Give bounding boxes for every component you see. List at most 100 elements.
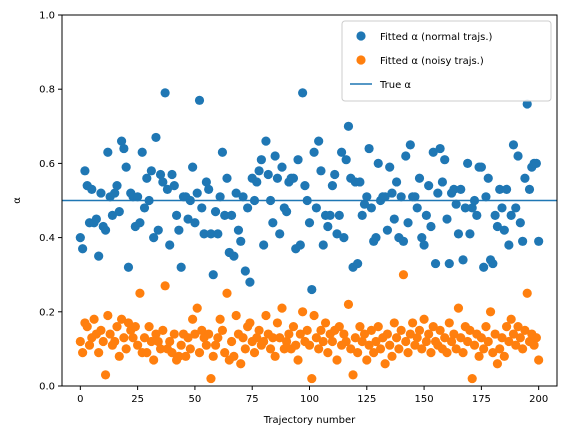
data-point — [357, 336, 367, 347]
data-point — [80, 166, 90, 176]
data-point — [430, 258, 441, 269]
data-point — [339, 233, 349, 243]
data-point — [488, 258, 498, 269]
data-point — [373, 322, 383, 332]
x-tick-label: 25 — [131, 394, 144, 405]
data-point — [238, 192, 248, 202]
x-tick-label: 50 — [189, 394, 202, 405]
data-point — [293, 355, 303, 365]
data-point — [112, 322, 122, 332]
data-point — [240, 344, 250, 354]
data-point — [236, 236, 246, 246]
data-point — [444, 318, 454, 328]
data-point — [467, 373, 477, 384]
data-point — [380, 192, 390, 202]
data-point — [160, 88, 170, 98]
data-point — [204, 184, 214, 194]
data-point — [474, 351, 484, 361]
data-point — [116, 136, 127, 146]
data-point — [167, 169, 177, 180]
data-point — [495, 184, 505, 194]
data-point — [135, 218, 145, 228]
data-point — [226, 210, 237, 220]
data-point — [440, 333, 450, 343]
data-point — [121, 344, 131, 354]
data-point — [185, 344, 195, 354]
legend-marker-swatch — [356, 55, 366, 65]
data-point — [460, 203, 470, 213]
data-point — [394, 344, 404, 354]
x-tick-label: 100 — [300, 394, 319, 405]
x-tick-label: 75 — [246, 394, 259, 405]
data-point — [137, 147, 147, 157]
data-point — [238, 333, 248, 343]
y-tick-label: 0.6 — [39, 159, 55, 170]
data-point — [279, 344, 289, 354]
data-point — [291, 340, 301, 350]
data-point — [318, 240, 328, 250]
data-point — [534, 355, 544, 365]
data-point — [158, 177, 168, 187]
data-point — [259, 336, 269, 347]
data-point — [428, 147, 438, 157]
data-point — [231, 310, 241, 321]
data-point — [515, 333, 525, 343]
data-point — [382, 329, 393, 339]
data-point — [515, 218, 525, 228]
data-point — [103, 310, 113, 321]
y-axis-label: α — [12, 197, 23, 204]
data-point — [385, 340, 395, 350]
data-point — [375, 344, 386, 354]
data-point — [208, 351, 218, 361]
data-point — [199, 229, 209, 239]
data-point — [414, 325, 425, 335]
data-point — [316, 166, 326, 176]
data-point — [192, 188, 202, 198]
data-point — [194, 95, 205, 105]
data-point — [275, 229, 285, 239]
data-point — [401, 336, 411, 347]
data-point — [112, 181, 122, 191]
data-point — [327, 181, 338, 191]
data-point — [135, 288, 145, 298]
data-point — [479, 344, 489, 354]
data-point — [229, 351, 239, 361]
data-point — [343, 299, 354, 309]
data-point — [391, 177, 402, 187]
data-point — [96, 325, 106, 335]
data-point — [501, 184, 512, 194]
data-point — [518, 344, 528, 354]
data-point — [158, 325, 168, 335]
data-point — [476, 333, 486, 343]
legend-label: True α — [379, 80, 411, 91]
data-point — [518, 236, 528, 246]
data-point — [323, 221, 333, 232]
data-point — [188, 162, 198, 172]
data-point — [472, 210, 482, 220]
data-point — [359, 329, 370, 339]
data-point — [194, 348, 205, 358]
data-point — [357, 210, 367, 220]
data-point — [94, 348, 104, 358]
data-point — [130, 322, 140, 332]
data-point — [524, 184, 535, 194]
data-point — [259, 240, 269, 250]
data-point — [272, 173, 283, 183]
data-point — [298, 307, 308, 317]
data-point — [334, 210, 344, 220]
data-point — [456, 184, 466, 194]
data-point — [302, 325, 312, 335]
data-point — [197, 203, 207, 213]
data-point — [380, 359, 390, 369]
data-point — [426, 348, 436, 358]
data-point — [222, 173, 232, 183]
data-point — [366, 203, 376, 213]
data-point — [252, 177, 262, 187]
data-point — [314, 136, 324, 146]
data-point — [316, 325, 326, 335]
data-point — [256, 155, 266, 165]
data-point — [446, 336, 457, 347]
data-point — [142, 173, 152, 183]
data-point — [451, 344, 461, 354]
data-point — [217, 147, 228, 157]
